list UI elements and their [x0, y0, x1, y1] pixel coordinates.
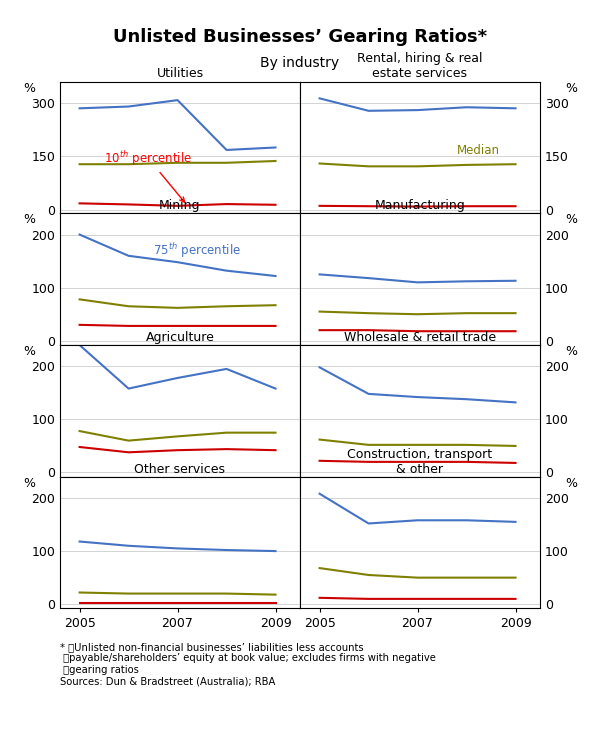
Text: %: %	[23, 476, 35, 490]
Text: %: %	[565, 476, 577, 490]
Text: %: %	[565, 82, 577, 95]
Title: Manufacturing: Manufacturing	[374, 199, 466, 212]
Text: * 	Unlisted non-financial businesses’ liabilities less accounts
 	payable/shareh: * Unlisted non-financial businesses’ lia…	[60, 642, 436, 686]
Text: %: %	[23, 345, 35, 358]
Text: Median: Median	[457, 144, 500, 157]
Title: Rental, hiring & real
estate services: Rental, hiring & real estate services	[357, 53, 483, 80]
Text: 75$^{th}$ percentile: 75$^{th}$ percentile	[153, 241, 241, 260]
Title: Wholesale & retail trade: Wholesale & retail trade	[344, 331, 496, 344]
Text: Unlisted Businesses’ Gearing Ratios*: Unlisted Businesses’ Gearing Ratios*	[113, 28, 487, 46]
Text: By industry: By industry	[260, 56, 340, 70]
Text: %: %	[23, 213, 35, 226]
Title: Construction, transport
& other: Construction, transport & other	[347, 447, 493, 476]
Title: Utilities: Utilities	[157, 68, 203, 80]
Title: Agriculture: Agriculture	[146, 331, 214, 344]
Text: %: %	[565, 213, 577, 226]
Text: %: %	[23, 82, 35, 95]
Text: %: %	[565, 345, 577, 358]
Title: Mining: Mining	[159, 199, 201, 212]
Text: 10$^{th}$ percentile: 10$^{th}$ percentile	[104, 148, 192, 202]
Title: Other services: Other services	[134, 462, 226, 476]
